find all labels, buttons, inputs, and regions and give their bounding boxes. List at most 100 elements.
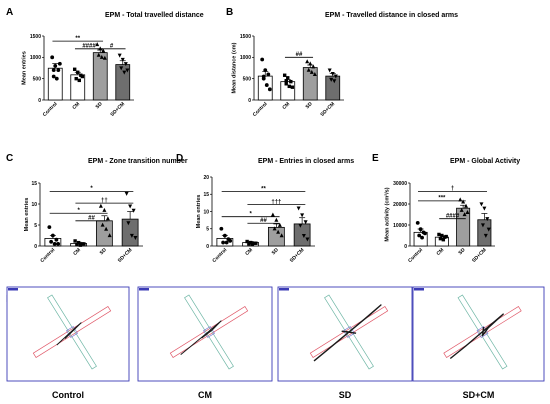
data-point	[276, 229, 281, 234]
data-point	[254, 241, 258, 245]
animal-track	[449, 313, 504, 360]
animal-track	[56, 322, 82, 346]
data-point	[56, 242, 61, 246]
data-point	[441, 238, 446, 242]
chart-D: D EPM - Entries in closed arms 0 5 10 15 20 Mea…	[176, 153, 354, 264]
x-tick-label: Control	[211, 247, 228, 264]
data-point	[80, 242, 84, 246]
data-point	[102, 207, 107, 212]
significance-label: **	[261, 186, 266, 192]
data-point	[77, 78, 81, 83]
x-tick-label: SD	[457, 247, 466, 256]
closed-arm	[169, 305, 249, 359]
data-point	[247, 242, 251, 246]
x-tick-label: CM	[71, 101, 81, 111]
frame-marker	[279, 288, 289, 291]
data-point	[126, 221, 131, 226]
data-point	[252, 241, 256, 245]
chart-title: EPM - Global Activity	[450, 158, 520, 165]
data-point	[480, 223, 485, 228]
chart-B: B EPM - Travelled distance in closed arms…	[226, 7, 458, 118]
tracking-frame	[412, 286, 545, 382]
y-axis-label: Mean entries	[196, 195, 202, 229]
closed-arm	[309, 305, 389, 359]
x-tick-label: SD+CM	[109, 101, 126, 118]
data-point	[438, 236, 443, 241]
data-point	[228, 238, 233, 243]
data-point	[263, 68, 268, 73]
y-tick-label: 15	[31, 181, 37, 187]
significance-label: ***	[438, 196, 446, 202]
closed-arm-outline	[169, 305, 249, 359]
data-point	[333, 74, 338, 79]
data-point	[284, 82, 288, 86]
significance-label: ##	[296, 52, 303, 58]
data-point	[485, 217, 490, 222]
x-tick-label: CM	[244, 247, 254, 257]
significance-label: *	[249, 211, 252, 217]
data-point	[308, 61, 313, 66]
data-point	[51, 74, 56, 79]
bar-sd	[302, 67, 318, 101]
data-point	[423, 231, 427, 236]
data-point	[129, 233, 134, 238]
y-tick-label: 1500	[240, 34, 251, 40]
x-tick-label: CM	[436, 247, 446, 257]
closed-arm-outline	[309, 305, 389, 359]
data-point	[52, 242, 57, 246]
data-point	[107, 233, 112, 238]
significance-label: *	[90, 186, 93, 192]
data-point	[54, 237, 59, 242]
data-point	[289, 79, 293, 84]
tracking-label: SD+CM	[463, 390, 495, 400]
bar-sd-cm	[293, 223, 311, 247]
closed-arm-outline	[32, 305, 112, 359]
significance-label: ##	[260, 218, 267, 224]
data-point	[57, 61, 62, 66]
data-point	[274, 217, 279, 222]
y-tick-label: 500	[33, 76, 42, 82]
chart-title: EPM - Entries in closed arms	[258, 158, 354, 165]
x-tick-label: CM	[281, 101, 291, 111]
panel-letter: E	[372, 153, 379, 164]
data-point	[100, 222, 105, 227]
data-point	[305, 237, 310, 242]
bar-sd-cm	[121, 218, 139, 247]
y-tick-label: 10	[31, 202, 37, 208]
tracking-image	[6, 286, 130, 382]
data-point	[122, 70, 127, 75]
data-point	[330, 71, 335, 76]
data-point	[50, 55, 55, 60]
data-point	[49, 239, 54, 244]
data-point	[74, 76, 78, 81]
data-point	[464, 203, 469, 208]
data-point	[101, 48, 106, 53]
data-point	[418, 227, 423, 232]
animal-track	[180, 320, 222, 355]
data-point	[99, 54, 104, 59]
tracking-image	[137, 286, 273, 382]
data-point	[479, 202, 484, 207]
tracking-frame	[277, 286, 413, 382]
significance-label: †	[451, 186, 454, 192]
data-point	[56, 68, 61, 73]
data-point	[266, 72, 271, 77]
data-point	[312, 72, 317, 76]
animal-track	[313, 304, 382, 362]
data-point	[124, 191, 129, 196]
data-point	[54, 76, 59, 81]
data-point	[95, 42, 100, 47]
y-axis-label: Mean activity (cm²/s)	[384, 187, 391, 241]
data-point	[78, 243, 83, 247]
x-tick-label: SD	[95, 101, 104, 110]
significance-label: ††	[101, 198, 108, 204]
data-point	[102, 55, 107, 60]
y-tick-label: 15	[203, 192, 209, 198]
y-tick-label: 30000	[393, 181, 407, 187]
data-point	[128, 204, 133, 209]
chart-E: E EPM - Global Activity 0 10000 20000 30000Me…	[372, 153, 520, 264]
data-point	[96, 52, 101, 57]
x-tick-label: Control	[252, 101, 269, 118]
y-tick-label: 1000	[30, 55, 41, 61]
